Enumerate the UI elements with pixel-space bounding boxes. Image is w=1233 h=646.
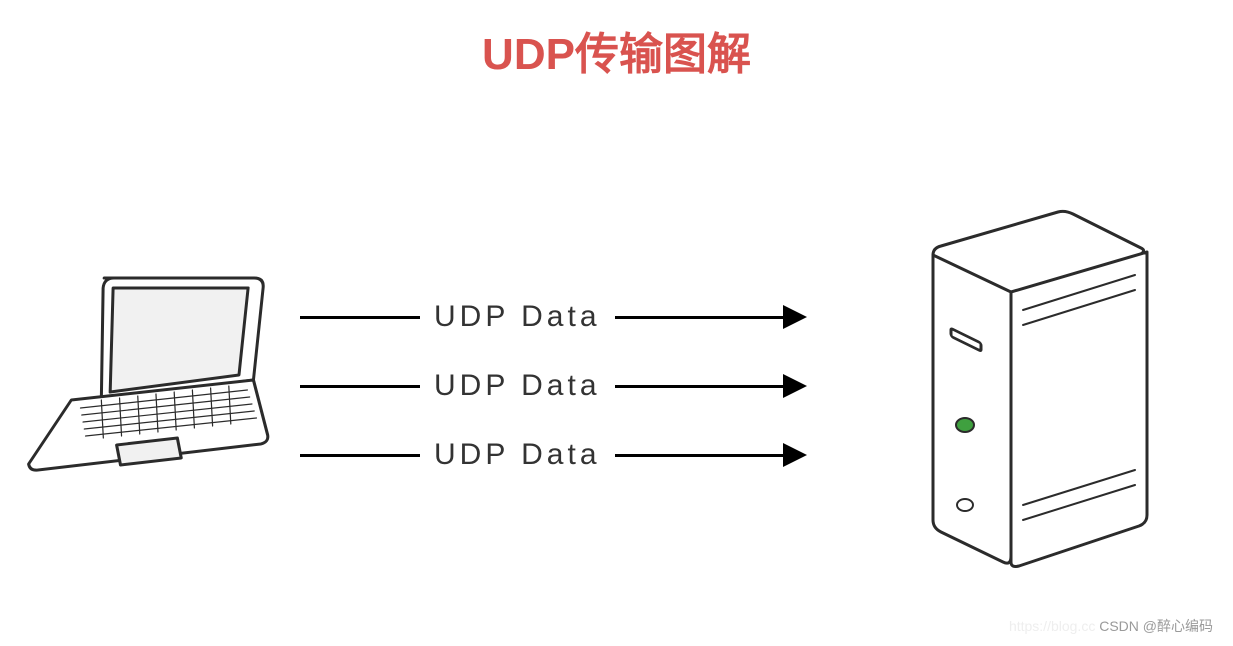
arrow-label: UDP Data	[420, 369, 615, 403]
laptop-icon	[15, 270, 295, 485]
arrow-row: UDP Data	[300, 300, 807, 334]
arrowhead-icon	[783, 374, 807, 398]
arrow-group: UDP Data UDP Data UDP Data	[300, 300, 807, 507]
arrow-line-left	[300, 316, 420, 319]
arrow-line-right	[615, 316, 785, 319]
arrowhead-icon	[783, 305, 807, 329]
arrow-label: UDP Data	[420, 300, 615, 334]
arrow-line-right	[615, 385, 785, 388]
arrowhead-icon	[783, 443, 807, 467]
arrow-line-left	[300, 385, 420, 388]
arrow-row: UDP Data	[300, 369, 807, 403]
server-icon	[903, 200, 1163, 585]
arrow-line-left	[300, 454, 420, 457]
arrow-line-right	[615, 454, 785, 457]
arrow-label: UDP Data	[420, 438, 615, 472]
watermark-url: https://blog.cc	[1009, 618, 1095, 634]
arrow-row: UDP Data	[300, 438, 807, 472]
watermark: https://blog.cc CSDN @醉心编码	[1009, 616, 1213, 636]
watermark-text: CSDN @醉心编码	[1099, 618, 1213, 634]
page-title: UDP传输图解	[482, 18, 751, 82]
